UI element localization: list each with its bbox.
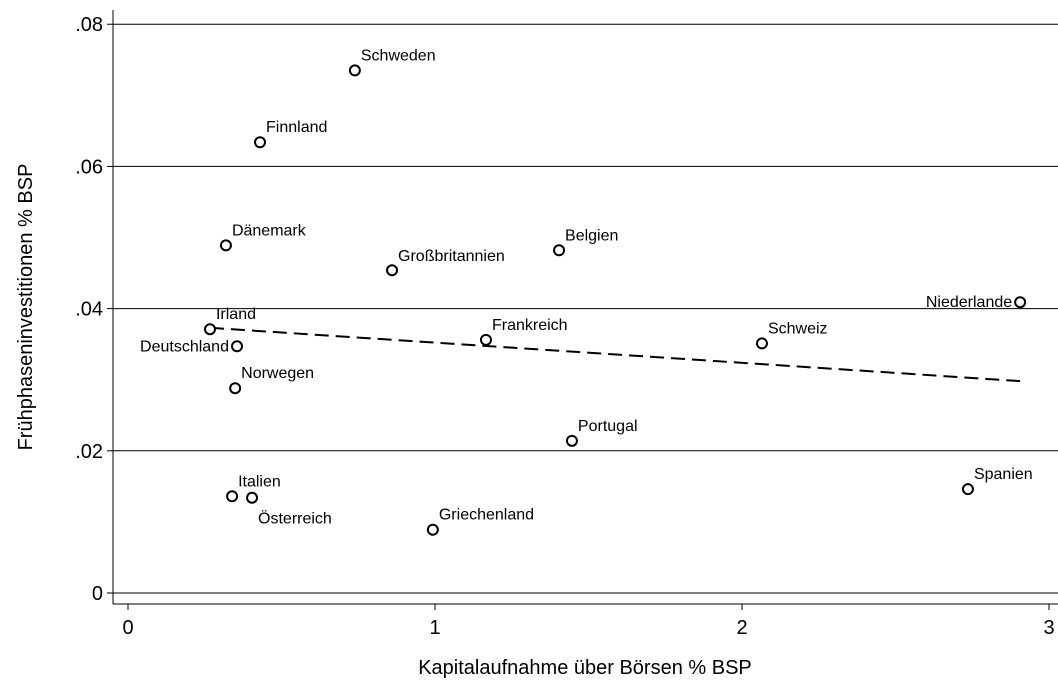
x-tick-label: 3 <box>1043 617 1054 639</box>
point-label: Dänemark <box>232 222 307 239</box>
point <box>348 64 361 77</box>
point <box>426 523 439 536</box>
y-axis-title: Frühphaseninvestitionen % BSP <box>15 164 37 451</box>
y-tick-label: .02 <box>75 441 103 463</box>
point-label: Schweden <box>361 47 436 64</box>
point-label: Griechenland <box>439 507 534 524</box>
point <box>254 136 267 149</box>
x-tick-label: 1 <box>429 617 440 639</box>
y-tick-label: 0 <box>92 583 103 605</box>
point-label: Niederlande <box>926 294 1012 311</box>
point-label: Österreich <box>258 510 332 528</box>
point <box>755 337 768 350</box>
point <box>479 333 492 346</box>
point <box>226 490 239 503</box>
y-tick-label: .08 <box>75 14 103 36</box>
point-label: Irland <box>216 306 256 323</box>
point-label: Deutschland <box>140 338 229 355</box>
point <box>219 239 232 252</box>
x-tick-label: 0 <box>122 617 133 639</box>
point-label: Finnland <box>266 119 327 136</box>
point-label: Spanien <box>974 466 1033 483</box>
point-label: Norwegen <box>241 365 314 382</box>
point <box>1014 296 1027 309</box>
point-label: Frankreich <box>492 317 568 334</box>
point <box>386 264 399 277</box>
point <box>565 434 578 447</box>
point <box>246 491 259 504</box>
point-label: Schweiz <box>768 320 828 337</box>
point-label: Italien <box>238 473 281 490</box>
point <box>553 244 566 257</box>
y-tick-label: .04 <box>75 299 103 321</box>
point <box>230 340 243 353</box>
point-label: Großbritannien <box>398 248 505 265</box>
point <box>229 382 242 395</box>
y-tick-label: .06 <box>75 156 103 178</box>
point-label: Belgien <box>565 227 618 244</box>
x-tick-label: 2 <box>736 617 747 639</box>
x-axis-title: Kapitalaufnahme über Börsen % BSP <box>418 657 752 679</box>
point <box>961 483 974 496</box>
point <box>203 323 216 336</box>
point-label: Portugal <box>578 418 638 435</box>
fit-line <box>209 326 1021 383</box>
